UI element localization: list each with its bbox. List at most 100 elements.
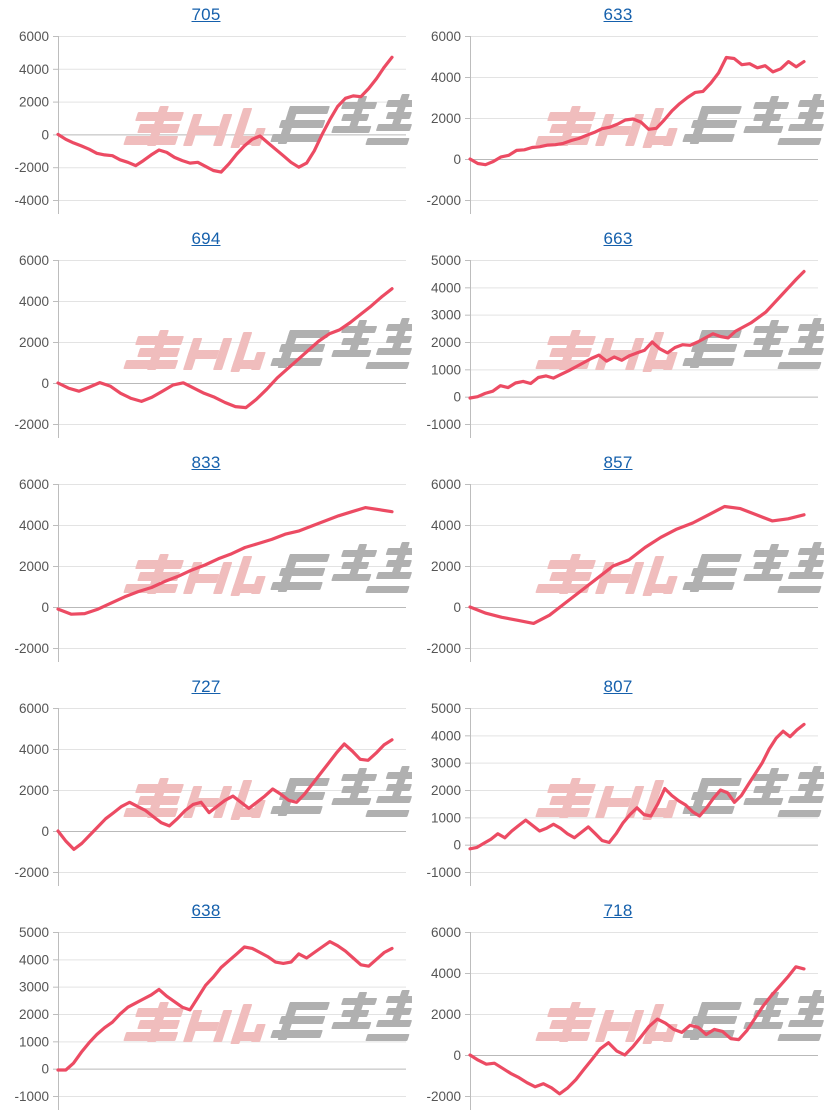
svg-text:4000: 4000 [19, 62, 49, 77]
svg-text:1000: 1000 [431, 810, 461, 825]
svg-text:6000: 6000 [19, 253, 49, 268]
svg-text:0: 0 [453, 600, 461, 615]
chart-panel: 694 6000 4000 2000 0 -2000 [0, 224, 412, 448]
minkabu-watermark [535, 990, 824, 1044]
svg-text:6000: 6000 [431, 477, 461, 492]
chart-plot-area: 6000 4000 2000 0 -2000 [412, 28, 824, 214]
svg-text:3000: 3000 [19, 980, 49, 995]
svg-text:-4000: -4000 [14, 193, 49, 208]
chart-title-link[interactable]: 633 [603, 5, 633, 24]
svg-text:4000: 4000 [431, 280, 461, 295]
chart-plot-area: 6000 4000 2000 0 -2000 [412, 476, 824, 662]
series-line [56, 55, 394, 174]
svg-text:3000: 3000 [431, 756, 461, 771]
chart-title-link[interactable]: 694 [191, 229, 221, 248]
svg-text:1000: 1000 [19, 1034, 49, 1049]
svg-text:-1000: -1000 [14, 1089, 49, 1104]
chart-plot-area: 6000 4000 2000 0 -2000 [0, 700, 412, 886]
chart-panel: 727 6000 4000 2000 0 -2000 [0, 672, 412, 896]
chart-title-link[interactable]: 638 [191, 901, 221, 920]
svg-text:-1000: -1000 [426, 865, 461, 880]
chart-panel: 638 5000 4000 3000 2000 1000 0 -1000 [0, 896, 412, 1120]
svg-text:2000: 2000 [431, 335, 461, 350]
svg-text:5000: 5000 [19, 925, 49, 940]
svg-text:2000: 2000 [19, 1007, 49, 1022]
svg-text:-2000: -2000 [14, 160, 49, 175]
svg-text:0: 0 [41, 127, 49, 142]
svg-text:-1000: -1000 [426, 417, 461, 432]
svg-text:6000: 6000 [19, 29, 49, 44]
svg-text:3000: 3000 [431, 308, 461, 323]
svg-text:-2000: -2000 [14, 865, 49, 880]
gridlines: 6000 4000 2000 0 -2000 [14, 701, 406, 880]
svg-text:4000: 4000 [19, 518, 49, 533]
minkabu-watermark [123, 990, 412, 1044]
svg-text:2000: 2000 [431, 783, 461, 798]
svg-text:4000: 4000 [431, 728, 461, 743]
chart-title-link[interactable]: 857 [603, 453, 633, 472]
chart-title-link[interactable]: 718 [603, 901, 633, 920]
series-line [56, 738, 394, 851]
svg-text:4000: 4000 [431, 518, 461, 533]
svg-text:-2000: -2000 [14, 417, 49, 432]
svg-text:2000: 2000 [19, 95, 49, 110]
svg-text:4000: 4000 [19, 952, 49, 967]
svg-text:1000: 1000 [431, 362, 461, 377]
chart-plot-area: 5000 4000 3000 2000 1000 0 -1000 [412, 252, 824, 438]
svg-text:2000: 2000 [19, 335, 49, 350]
chart-panel: 663 5000 4000 3000 2000 1000 0 -1000 [412, 224, 824, 448]
chart-plot-area: 5000 4000 3000 2000 1000 0 -1000 [0, 924, 412, 1110]
chart-plot-area: 5000 4000 3000 2000 1000 0 -1000 [412, 700, 824, 886]
gridlines: 6000 4000 2000 0 -2000 [14, 477, 406, 656]
svg-text:6000: 6000 [19, 477, 49, 492]
svg-text:0: 0 [453, 1048, 461, 1063]
chart-panel: 833 6000 4000 2000 0 -2000 [0, 448, 412, 672]
chart-title-link[interactable]: 807 [603, 677, 633, 696]
gridlines: 6000 4000 2000 0 -2000 [426, 29, 818, 208]
svg-text:2000: 2000 [19, 783, 49, 798]
minkabu-watermark [535, 542, 824, 596]
chart-panel: 705 6000 4000 2000 0 -2000 -4000 [0, 0, 412, 224]
series-line [468, 504, 806, 625]
chart-plot-area: 6000 4000 2000 0 -2000 -4000 [0, 28, 412, 214]
chart-title-link[interactable]: 727 [191, 677, 221, 696]
chart-title-link[interactable]: 833 [191, 453, 221, 472]
series-line [56, 506, 394, 616]
svg-text:5000: 5000 [431, 253, 461, 268]
series-line [56, 287, 394, 410]
svg-text:2000: 2000 [431, 111, 461, 126]
svg-text:-2000: -2000 [426, 641, 461, 656]
svg-text:4000: 4000 [19, 742, 49, 757]
chart-title-link[interactable]: 663 [603, 229, 633, 248]
svg-text:2000: 2000 [19, 559, 49, 574]
series-line [56, 940, 394, 1072]
svg-text:4000: 4000 [431, 70, 461, 85]
svg-text:4000: 4000 [431, 966, 461, 981]
series-line [468, 722, 806, 851]
svg-text:0: 0 [453, 152, 461, 167]
svg-text:0: 0 [41, 376, 49, 391]
minkabu-watermark [535, 766, 824, 820]
svg-text:0: 0 [41, 824, 49, 839]
svg-text:4000: 4000 [19, 294, 49, 309]
chart-plot-area: 6000 4000 2000 0 -2000 [412, 924, 824, 1110]
series-line [468, 965, 806, 1096]
minkabu-watermark [123, 318, 412, 372]
gridlines: 6000 4000 2000 0 -2000 [426, 477, 818, 656]
series-line [468, 55, 806, 167]
chart-panel: 633 6000 4000 2000 0 -2000 [412, 0, 824, 224]
svg-text:-2000: -2000 [14, 641, 49, 656]
minkabu-watermark [123, 542, 412, 596]
chart-title-link[interactable]: 705 [191, 5, 221, 24]
svg-text:0: 0 [453, 838, 461, 853]
chart-panel: 807 5000 4000 3000 2000 1000 0 -1000 [412, 672, 824, 896]
series-line [468, 269, 806, 400]
svg-text:2000: 2000 [431, 1007, 461, 1022]
svg-text:-2000: -2000 [426, 193, 461, 208]
svg-text:6000: 6000 [431, 925, 461, 940]
svg-text:0: 0 [41, 1062, 49, 1077]
svg-text:6000: 6000 [431, 29, 461, 44]
svg-text:2000: 2000 [431, 559, 461, 574]
gridlines: 5000 4000 3000 2000 1000 0 -1000 [14, 925, 406, 1104]
